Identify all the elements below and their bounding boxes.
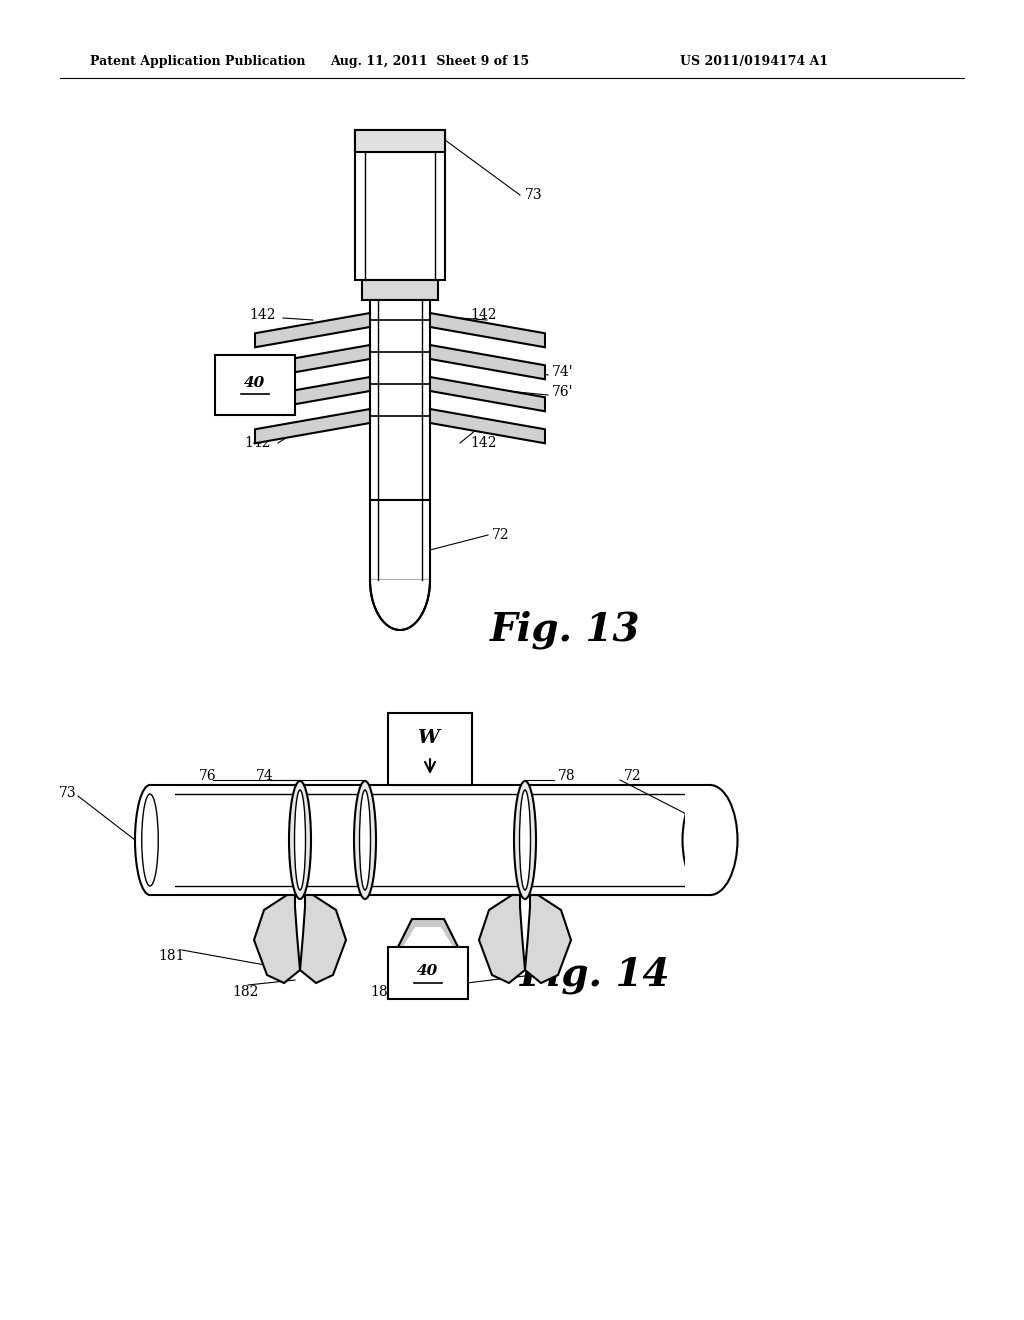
Ellipse shape (354, 781, 376, 899)
Ellipse shape (683, 785, 737, 895)
Polygon shape (255, 345, 370, 379)
Text: W: W (417, 729, 439, 747)
Ellipse shape (295, 789, 305, 890)
Text: 181: 181 (159, 949, 185, 964)
Text: 72: 72 (624, 770, 642, 783)
Bar (685, 785, 710, 894)
Bar (355, 129, 445, 280)
Text: 182: 182 (231, 985, 258, 999)
Polygon shape (255, 409, 370, 444)
Polygon shape (255, 378, 370, 412)
Text: 73: 73 (59, 785, 77, 800)
Text: 142: 142 (245, 436, 271, 450)
Text: Patent Application Publication: Patent Application Publication (90, 55, 305, 69)
Ellipse shape (359, 789, 371, 890)
Polygon shape (430, 378, 545, 412)
Polygon shape (398, 919, 458, 946)
Bar (215, 355, 295, 414)
Bar (370, 300, 430, 500)
Text: 142: 142 (250, 308, 276, 322)
Text: 40: 40 (418, 964, 438, 978)
Bar (370, 500, 430, 579)
Text: 186: 186 (422, 770, 449, 783)
Ellipse shape (289, 781, 311, 899)
Polygon shape (370, 579, 430, 630)
Text: 74': 74' (552, 366, 573, 379)
Bar (388, 946, 468, 999)
Bar (150, 785, 175, 894)
Bar (388, 713, 472, 785)
Bar (355, 129, 445, 152)
Bar (150, 785, 710, 895)
Text: 76': 76' (552, 385, 573, 399)
Polygon shape (254, 895, 300, 983)
Polygon shape (430, 313, 545, 347)
Text: 40: 40 (245, 376, 265, 389)
Text: 73: 73 (525, 187, 543, 202)
Text: 78: 78 (558, 770, 575, 783)
Ellipse shape (519, 789, 530, 890)
Text: 74: 74 (256, 770, 273, 783)
Polygon shape (525, 895, 571, 983)
Text: 142: 142 (470, 308, 497, 322)
Bar (362, 280, 438, 300)
Text: US 2011/0194174 A1: US 2011/0194174 A1 (680, 55, 828, 69)
Text: 183: 183 (371, 985, 397, 999)
Polygon shape (430, 345, 545, 379)
Polygon shape (255, 313, 370, 347)
Text: Fig. 14: Fig. 14 (520, 956, 671, 994)
Text: 76: 76 (200, 770, 217, 783)
Text: Aug. 11, 2011  Sheet 9 of 15: Aug. 11, 2011 Sheet 9 of 15 (331, 55, 529, 69)
Polygon shape (300, 895, 346, 983)
Text: 142: 142 (470, 436, 497, 450)
Ellipse shape (135, 785, 165, 895)
Polygon shape (479, 895, 525, 983)
Polygon shape (430, 409, 545, 444)
Text: 184: 184 (434, 985, 460, 999)
Text: 72: 72 (492, 528, 510, 543)
Ellipse shape (514, 781, 536, 899)
Text: Fig. 13: Fig. 13 (490, 611, 640, 649)
Ellipse shape (141, 795, 159, 886)
